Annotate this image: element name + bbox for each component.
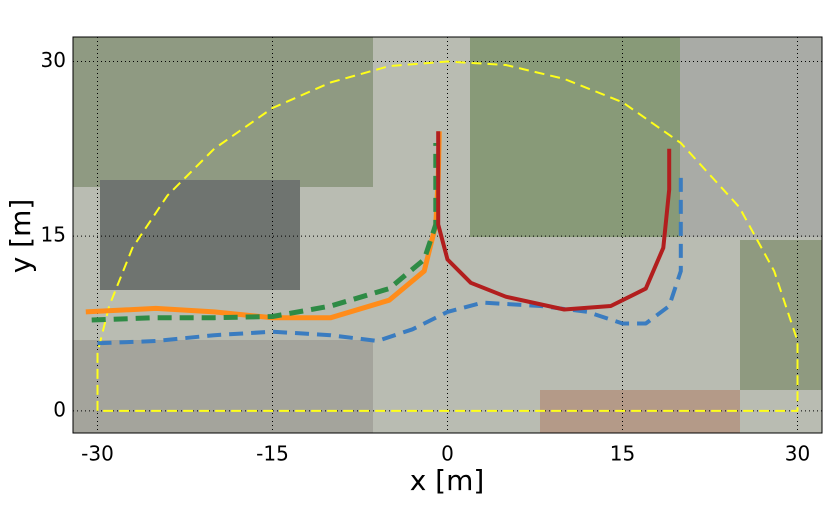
x-tick-label: 0: [441, 442, 454, 466]
y-tick-label: 15: [41, 223, 66, 247]
trajectory-line: [91, 143, 439, 323]
y-tick-label: 30: [41, 48, 66, 72]
y-axis-label: y [m]: [4, 199, 37, 274]
aerial-background: [73, 37, 822, 433]
x-tick-label: -15: [256, 442, 289, 466]
x-tick-label: -30: [81, 442, 114, 466]
x-tick-label: 15: [610, 442, 635, 466]
trajectory-line: [96, 60, 799, 412]
trajectory-line: [97, 177, 683, 346]
trajectory-line: [436, 131, 672, 312]
x-tick-label: 30: [785, 442, 810, 466]
y-tick-label: 0: [53, 397, 66, 421]
x-axis-label: x [m]: [410, 464, 485, 497]
